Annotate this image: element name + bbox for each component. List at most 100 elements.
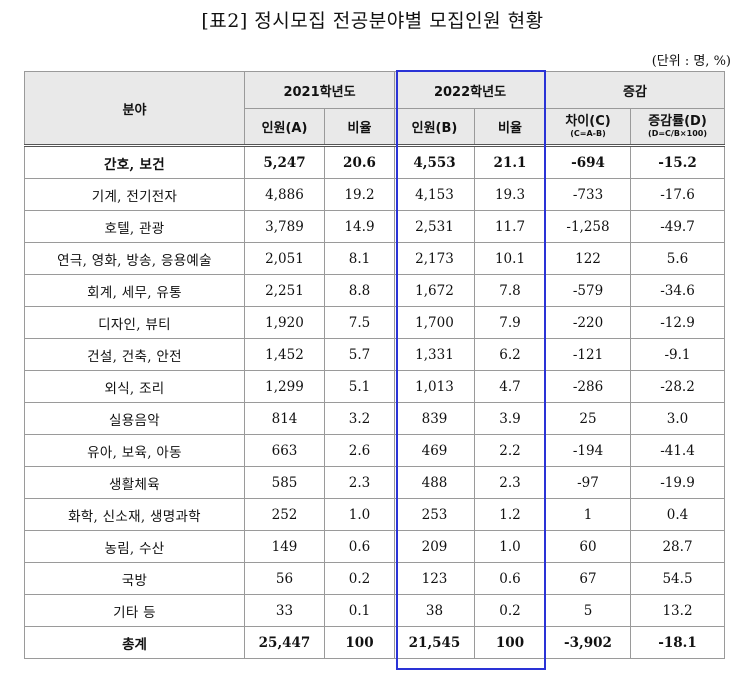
row-count-b: 1,700 — [394, 306, 475, 339]
table-body: 간호, 보건 5,247 20.6 4,553 21.1 -694 -15.2 기계, 전기전… — [24, 144, 726, 627]
row-category: 건설, 건축, 안전 — [24, 338, 245, 371]
row-ratio-a: 8.8 — [324, 274, 395, 307]
row-ratio-a: 0.1 — [324, 594, 395, 627]
header-year-2022: 2022학년도 — [394, 71, 546, 109]
table-row: 실용음악 814 3.2 839 3.9 25 3.0 — [24, 402, 726, 435]
recruitment-table: 분야 2021학년도 2022학년도 증감 인원(A) 비율 인원(B) 비율 … — [24, 71, 726, 659]
total-ratio-b: 100 — [474, 626, 546, 659]
row-ratio-b: 0.6 — [474, 562, 546, 595]
row-category: 실용음악 — [24, 402, 245, 435]
header-row-top: 분야 2021학년도 2022학년도 증감 — [24, 71, 726, 146]
row-ratio-a: 3.2 — [324, 402, 395, 435]
row-rate: -15.2 — [629, 144, 726, 179]
row-diff: -286 — [545, 370, 631, 403]
row-count-b: 469 — [394, 434, 475, 467]
row-category: 간호, 보건 — [24, 144, 245, 179]
total-ratio-a: 100 — [324, 626, 395, 659]
header-count-a: 인원(A) — [244, 108, 325, 146]
header-ratio-a: 비율 — [324, 108, 395, 146]
header-category: 분야 — [24, 71, 245, 146]
table-title: [표2] 정시모집 전공분야별 모집인원 현황 — [201, 10, 544, 32]
row-rate: -9.1 — [629, 338, 726, 371]
row-rate: -17.6 — [629, 178, 726, 211]
row-ratio-a: 8.1 — [324, 242, 395, 275]
row-ratio-a: 2.3 — [324, 466, 395, 499]
row-ratio-b: 7.9 — [474, 306, 546, 339]
row-count-a: 1,452 — [244, 338, 325, 371]
row-category: 유아, 보육, 아동 — [24, 434, 245, 467]
row-count-b: 123 — [394, 562, 475, 595]
row-count-a: 585 — [244, 466, 325, 499]
row-count-b: 2,173 — [394, 242, 475, 275]
row-diff: 67 — [545, 562, 631, 595]
header-ratio-b: 비율 — [474, 108, 546, 146]
row-count-b: 209 — [394, 530, 475, 563]
row-ratio-b: 2.2 — [474, 434, 546, 467]
row-count-b: 253 — [394, 498, 475, 531]
row-rate: -28.2 — [629, 370, 726, 403]
header-diff-label: 차이(C) — [565, 114, 611, 129]
row-count-a: 3,789 — [244, 210, 325, 243]
row-rate: -19.9 — [629, 466, 726, 499]
row-ratio-a: 7.5 — [324, 306, 395, 339]
header-diff-formula: (C=A-B) — [570, 129, 606, 138]
row-diff: 25 — [545, 402, 631, 435]
header-change: 증감 — [544, 71, 726, 109]
row-rate: 3.0 — [629, 402, 726, 435]
row-category: 화학, 신소재, 생명과학 — [24, 498, 245, 531]
row-ratio-a: 0.6 — [324, 530, 395, 563]
row-count-a: 663 — [244, 434, 325, 467]
row-count-b: 1,672 — [394, 274, 475, 307]
table-row: 기계, 전기전자 4,886 19.2 4,153 19.3 -733 -17.6 — [24, 178, 726, 211]
total-category: 총계 — [24, 626, 245, 659]
table-row: 화학, 신소재, 생명과학 252 1.0 253 1.2 1 0.4 — [24, 498, 726, 531]
row-count-b: 4,553 — [394, 144, 475, 179]
row-count-b: 2,531 — [394, 210, 475, 243]
total-count-a: 25,447 — [244, 626, 325, 659]
row-count-a: 814 — [244, 402, 325, 435]
row-category: 기계, 전기전자 — [24, 178, 245, 211]
row-diff: 60 — [545, 530, 631, 563]
table-row: 연극, 영화, 방송, 응용예술 2,051 8.1 2,173 10.1 122 5.6 — [24, 242, 726, 275]
row-count-a: 252 — [244, 498, 325, 531]
table-row: 유아, 보육, 아동 663 2.6 469 2.2 -194 -41.4 — [24, 434, 726, 467]
row-count-b: 4,153 — [394, 178, 475, 211]
row-category: 회계, 세무, 유통 — [24, 274, 245, 307]
row-category: 연극, 영화, 방송, 응용예술 — [24, 242, 245, 275]
table-row: 호텔, 관광 3,789 14.9 2,531 11.7 -1,258 -49.7 — [24, 210, 726, 243]
row-ratio-b: 7.8 — [474, 274, 546, 307]
row-category: 생활체육 — [24, 466, 245, 499]
table-row: 외식, 조리 1,299 5.1 1,013 4.7 -286 -28.2 — [24, 370, 726, 403]
header-row-sub: 인원(A) 비율 인원(B) 비율 차이(C) (C=A-B) 증감률(D) (… — [25, 108, 726, 146]
row-count-b: 1,331 — [394, 338, 475, 371]
row-ratio-b: 10.1 — [474, 242, 546, 275]
row-count-a: 1,299 — [244, 370, 325, 403]
row-count-b: 38 — [394, 594, 475, 627]
row-ratio-b: 19.3 — [474, 178, 546, 211]
row-count-a: 4,886 — [244, 178, 325, 211]
header-rate: 증감률(D) (D=C/B×100) — [629, 108, 726, 146]
row-category: 디자인, 뷰티 — [24, 306, 245, 339]
unit-note: (단위 : 명, %) — [651, 54, 731, 69]
row-count-a: 5,247 — [244, 144, 325, 179]
row-ratio-b: 0.2 — [474, 594, 546, 627]
row-rate: 13.2 — [629, 594, 726, 627]
row-ratio-b: 6.2 — [474, 338, 546, 371]
row-ratio-a: 1.0 — [324, 498, 395, 531]
header-count-b: 인원(B) — [394, 108, 475, 146]
table-row: 농림, 수산 149 0.6 209 1.0 60 28.7 — [24, 530, 726, 563]
table-row: 회계, 세무, 유통 2,251 8.8 1,672 7.8 -579 -34.6 — [24, 274, 726, 307]
header-rate-formula: (D=C/B×100) — [648, 129, 707, 138]
row-ratio-a: 20.6 — [324, 144, 395, 179]
table-row: 건설, 건축, 안전 1,452 5.7 1,331 6.2 -121 -9.1 — [24, 338, 726, 371]
header-rate-label: 증감률(D) — [648, 114, 707, 129]
row-ratio-b: 1.2 — [474, 498, 546, 531]
row-diff: -694 — [545, 144, 631, 179]
row-count-b: 839 — [394, 402, 475, 435]
row-ratio-b: 1.0 — [474, 530, 546, 563]
row-category: 호텔, 관광 — [24, 210, 245, 243]
table-row: 생활체육 585 2.3 488 2.3 -97 -19.9 — [24, 466, 726, 499]
row-count-a: 2,051 — [244, 242, 325, 275]
row-diff: 5 — [545, 594, 631, 627]
row-diff: -579 — [545, 274, 631, 307]
